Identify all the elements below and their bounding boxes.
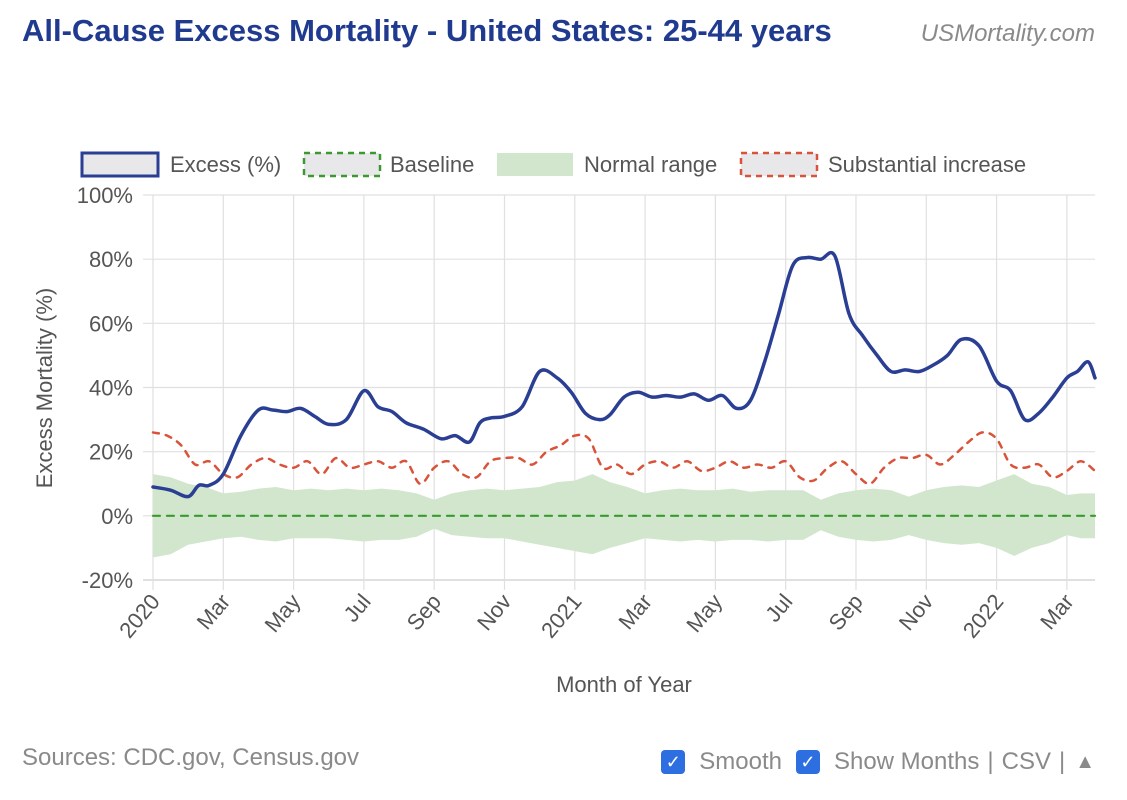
legend-swatch-excess xyxy=(80,151,160,178)
x-tick-label: Nov xyxy=(472,589,516,635)
x-tick-label: 2021 xyxy=(536,589,587,643)
legend-swatch-baseline xyxy=(302,151,382,178)
normal-range-band-group xyxy=(153,474,1095,558)
y-tick-label: 100% xyxy=(77,183,133,208)
x-tick-label: May xyxy=(260,589,306,637)
x-tick-label: 2022 xyxy=(958,589,1009,643)
y-axis: -20% 0% 20% 40% 60% 80% 100% xyxy=(77,183,133,593)
check-icon: ✓ xyxy=(665,751,681,772)
normal-range-band xyxy=(153,474,1095,558)
legend-label-excess: Excess (%) xyxy=(170,152,281,177)
x-axis: 2020 Mar May Jul Sep Nov 2021 Mar May Jul Sep Nov 20… xyxy=(114,589,1078,643)
show-months-checkbox[interactable]: ✓ xyxy=(795,750,820,774)
legend-swatch-substantial xyxy=(739,151,819,178)
x-axis-label: Month of Year xyxy=(556,672,692,697)
x-tick-label: Sep xyxy=(823,589,867,635)
separator: | xyxy=(987,748,994,775)
x-tick-label: Nov xyxy=(894,589,938,635)
separator: | xyxy=(1058,748,1066,775)
smooth-checkbox[interactable]: ✓ xyxy=(661,750,686,774)
series-lines xyxy=(151,250,1097,517)
y-tick-label: 80% xyxy=(89,247,133,272)
legend-item-substantial[interactable]: Substantial increase xyxy=(739,151,1026,178)
y-tick-label: 20% xyxy=(89,440,133,465)
legend-item-excess[interactable]: Excess (%) xyxy=(80,151,281,178)
chart-title: All-Cause Excess Mortality - United Stat… xyxy=(22,13,832,48)
sources-text: Sources: CDC.gov, Census.gov xyxy=(22,744,360,771)
legend[interactable]: Excess (%) Baseline Normal range Substan… xyxy=(80,151,1026,178)
legend-label-baseline: Baseline xyxy=(390,152,474,177)
x-tick-label: Jul xyxy=(760,589,797,627)
chart: Excess (%) Baseline Normal range Substan… xyxy=(32,151,1097,697)
y-tick-label: 0% xyxy=(101,504,133,529)
brand-link[interactable]: USMortality.com xyxy=(920,20,1095,47)
excess-line xyxy=(151,250,1097,499)
x-tick-label: Jul xyxy=(338,589,375,627)
legend-label-normal-range: Normal range xyxy=(584,152,717,177)
legend-item-normal-range[interactable]: Normal range xyxy=(497,152,717,177)
csv-link[interactable]: CSV xyxy=(1001,748,1051,775)
scroll-top-icon[interactable]: ▲ xyxy=(1075,750,1095,773)
x-tick-label: Mar xyxy=(613,589,657,634)
substantial-increase-line xyxy=(151,431,1097,486)
x-tick-label: Mar xyxy=(192,589,236,634)
legend-label-substantial: Substantial increase xyxy=(828,152,1026,177)
check-icon: ✓ xyxy=(800,751,816,772)
smooth-label[interactable]: Smooth xyxy=(699,748,782,775)
y-tick-label: -20% xyxy=(82,568,133,593)
show-months-label[interactable]: Show Months xyxy=(833,748,980,775)
x-tick-label: May xyxy=(681,589,727,637)
legend-item-baseline[interactable]: Baseline xyxy=(302,151,474,178)
legend-swatch-normal-range xyxy=(497,153,573,176)
y-tick-label: 60% xyxy=(89,311,133,336)
y-axis-label: Excess Mortality (%) xyxy=(32,288,57,488)
x-tick-label: Mar xyxy=(1035,589,1079,634)
chart-controls: ✓ Smooth ✓ Show Months | CSV | ▲ xyxy=(661,748,1095,776)
x-tick-label: 2020 xyxy=(114,589,165,643)
y-tick-label: 40% xyxy=(89,376,133,401)
x-tick-label: Sep xyxy=(402,589,446,635)
